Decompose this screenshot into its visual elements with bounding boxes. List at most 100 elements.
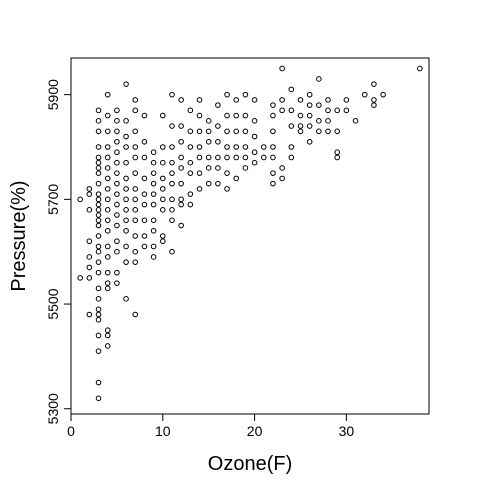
data-point — [95, 243, 102, 250]
data-point — [132, 97, 139, 103]
data-point — [316, 102, 322, 108]
data-point — [159, 196, 166, 203]
data-point — [251, 118, 258, 124]
data-point — [187, 159, 194, 166]
data-point — [159, 144, 166, 150]
data-point — [95, 196, 102, 203]
data-point — [196, 128, 203, 135]
data-point — [141, 191, 148, 197]
data-point — [114, 159, 120, 166]
data-point — [150, 217, 157, 224]
data-point — [352, 118, 359, 124]
data-point — [132, 186, 139, 192]
data-point — [224, 170, 230, 176]
data-point — [178, 201, 184, 208]
data-point — [95, 285, 102, 292]
data-point — [77, 275, 83, 281]
data-point — [288, 107, 295, 114]
data-point — [169, 207, 175, 213]
data-point — [95, 170, 102, 176]
data-point — [150, 201, 157, 208]
data-point — [141, 112, 148, 119]
data-point — [242, 165, 249, 171]
data-point — [123, 207, 129, 213]
data-point — [169, 170, 175, 176]
data-point — [123, 259, 129, 265]
data-point — [86, 238, 93, 245]
data-point — [104, 254, 111, 260]
data-point — [196, 112, 203, 119]
data-point — [114, 248, 120, 255]
x-tick-label: 0 — [67, 423, 75, 439]
data-point — [86, 264, 93, 271]
data-point — [297, 123, 304, 129]
data-point — [270, 180, 276, 187]
data-point — [215, 123, 221, 129]
data-point — [371, 102, 377, 108]
y-tick-label: 5300 — [45, 393, 61, 424]
data-point — [123, 227, 129, 234]
data-point — [95, 165, 102, 171]
y-tick-label: 5700 — [45, 184, 61, 215]
data-point — [178, 154, 184, 161]
data-point — [123, 175, 129, 182]
data-point — [288, 144, 295, 150]
data-point — [371, 81, 377, 87]
data-point — [306, 138, 313, 145]
data-point — [123, 243, 129, 250]
data-point — [361, 91, 368, 98]
data-point — [242, 91, 249, 98]
data-point — [141, 233, 148, 239]
data-point — [279, 175, 285, 182]
data-point — [178, 123, 184, 129]
data-point — [224, 91, 230, 98]
data-point — [215, 138, 221, 145]
data-point — [187, 128, 194, 135]
data-point — [242, 128, 249, 135]
data-point — [114, 170, 120, 176]
data-point — [95, 311, 102, 318]
data-point — [316, 76, 322, 82]
data-point — [95, 348, 102, 354]
data-point — [215, 180, 221, 187]
data-point — [224, 154, 230, 161]
data-point — [95, 154, 102, 161]
data-point — [141, 138, 148, 145]
data-point — [306, 102, 313, 108]
data-point — [150, 227, 157, 234]
data-point — [132, 207, 139, 213]
data-point — [159, 159, 166, 166]
data-point — [233, 154, 240, 161]
data-point — [86, 275, 93, 281]
x-tick-label: 10 — [155, 423, 171, 439]
data-point — [114, 238, 120, 245]
data-point — [86, 191, 93, 197]
data-point — [95, 107, 102, 114]
data-point — [325, 118, 331, 124]
data-point — [95, 207, 102, 213]
data-point — [205, 165, 212, 171]
data-point — [132, 259, 139, 265]
data-point — [178, 196, 184, 203]
data-point — [297, 112, 304, 119]
data-point — [196, 154, 203, 161]
data-point — [114, 222, 120, 229]
data-point — [104, 332, 111, 339]
data-point — [251, 159, 258, 166]
data-point — [104, 280, 111, 286]
data-point — [123, 118, 129, 124]
data-point — [270, 170, 276, 176]
data-point — [260, 154, 267, 161]
data-point — [159, 175, 166, 182]
data-point — [187, 170, 194, 176]
data-point — [159, 112, 166, 119]
data-point — [86, 186, 93, 192]
data-point — [159, 233, 166, 239]
data-point — [178, 138, 184, 145]
data-point — [169, 180, 175, 187]
data-point — [343, 107, 350, 114]
data-point — [132, 217, 139, 224]
data-point — [334, 154, 341, 161]
data-point — [123, 81, 129, 87]
data-point — [297, 97, 304, 103]
